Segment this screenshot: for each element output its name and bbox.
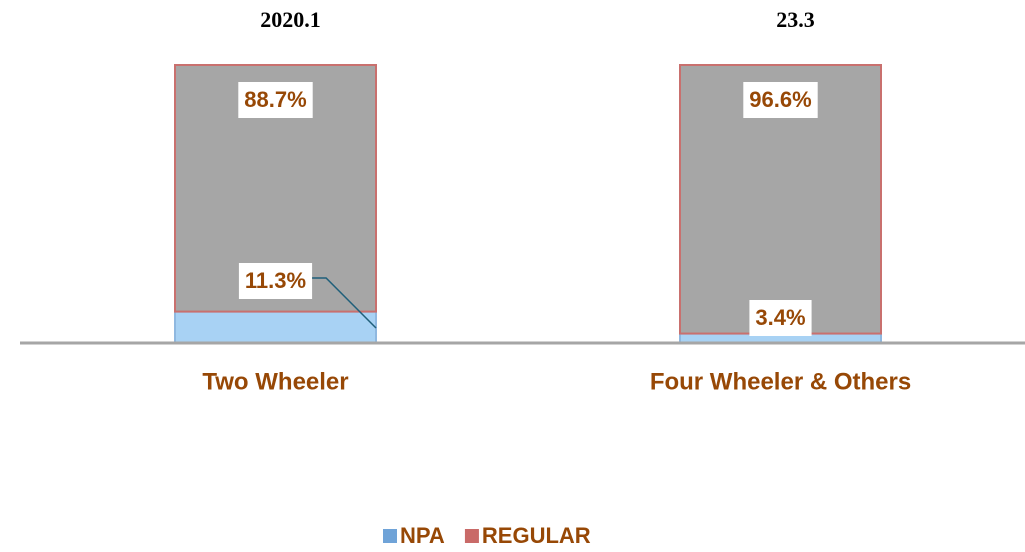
x-tick-label: Two Wheeler — [202, 368, 348, 395]
data-label: 11.3% — [245, 268, 306, 293]
total-label: 23.3 — [776, 7, 815, 32]
data-label-box — [238, 82, 313, 118]
legend-swatch — [464, 529, 479, 543]
data-label: 3.4% — [755, 305, 805, 330]
data-label-box — [749, 300, 812, 336]
data-label-box — [743, 82, 818, 118]
leader-line — [312, 277, 377, 329]
bar-segment — [174, 310, 377, 344]
legend-label: REGULAR — [482, 523, 591, 548]
legend-label: NPA — [400, 523, 445, 548]
data-label: 88.7% — [244, 87, 306, 112]
x-tick-label: Four Wheeler & Others — [650, 368, 911, 395]
data-label-box — [238, 263, 313, 299]
data-label: 96.6% — [749, 87, 811, 112]
legend-swatch — [383, 529, 397, 543]
total-label: 2020.1 — [260, 7, 321, 32]
